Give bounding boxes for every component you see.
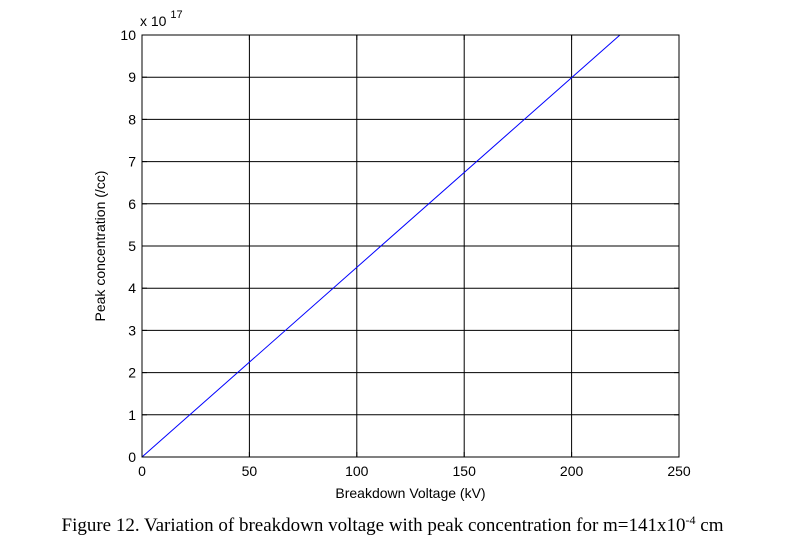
x-tick-label: 100	[345, 463, 369, 479]
caption-text: Figure 12. Variation of breakdown voltag…	[61, 515, 686, 536]
y-multiplier-base: x 10	[140, 13, 167, 29]
series-line	[141, 34, 621, 458]
caption-exponent: -4	[685, 513, 696, 527]
y-axis-title: Peak concentration (/cc)	[92, 171, 108, 322]
y-tick-label: 8	[128, 111, 136, 127]
y-tick-label: 6	[128, 196, 136, 212]
tick-layer: 0 50 100 150 200 250 0 1 2 3 4 5 6 7 8 9 10	[120, 27, 690, 479]
y-tick-label: 2	[128, 365, 136, 381]
y-tick-label: 4	[128, 280, 136, 296]
grid	[141, 34, 680, 458]
y-tick-label: 10	[120, 27, 136, 43]
y-tick-label: 1	[128, 407, 136, 423]
series-layer	[141, 34, 621, 458]
y-tick-label: 5	[128, 238, 136, 254]
x-tick-label: 200	[560, 463, 584, 479]
x-tick-label: 250	[667, 463, 691, 479]
x-tick-label: 150	[453, 463, 477, 479]
x-tick-label: 0	[138, 463, 146, 479]
y-tick-label: 9	[128, 69, 136, 85]
caption-unit: cm	[695, 515, 724, 536]
y-tick-label: 0	[128, 449, 136, 465]
y-tick-label: 3	[128, 322, 136, 338]
y-tick-label: 7	[128, 154, 136, 170]
y-multiplier-label: x 10 17	[140, 9, 183, 29]
y-multiplier-exponent: 17	[170, 9, 182, 21]
figure-caption: Figure 12. Variation of breakdown voltag…	[0, 513, 785, 537]
x-tick-label: 50	[242, 463, 258, 479]
x-axis-title: Breakdown Voltage (kV)	[335, 485, 485, 501]
